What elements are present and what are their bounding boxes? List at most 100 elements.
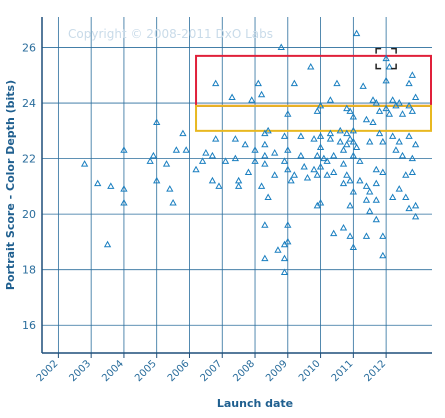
data-point bbox=[251, 146, 259, 153]
data-point bbox=[284, 165, 292, 173]
data-point bbox=[405, 101, 413, 109]
data-point bbox=[280, 254, 289, 262]
data-point bbox=[398, 110, 407, 117]
data-point bbox=[408, 168, 416, 176]
x-tick-label: 2002 bbox=[35, 358, 61, 384]
copyright-watermark: Copyright © 2008-2011 DxO Labs bbox=[68, 27, 273, 41]
data-point bbox=[313, 107, 321, 114]
y-axis-title: Portrait Score - Color Depth (bits) bbox=[4, 80, 17, 290]
data-point bbox=[320, 154, 328, 162]
data-point bbox=[349, 151, 357, 159]
data-point bbox=[369, 118, 377, 126]
data-point bbox=[372, 165, 380, 173]
data-point bbox=[169, 199, 177, 206]
x-tick-label: 2003 bbox=[68, 358, 94, 384]
data-point bbox=[346, 201, 354, 209]
data-point bbox=[310, 165, 318, 173]
data-point bbox=[408, 107, 416, 114]
data-point bbox=[375, 129, 384, 137]
data-point bbox=[231, 154, 240, 162]
data-point bbox=[316, 101, 325, 109]
data-point bbox=[395, 185, 403, 192]
data-point bbox=[372, 215, 380, 223]
selection-bracket-icon[interactable] bbox=[375, 47, 397, 70]
data-point bbox=[336, 126, 344, 134]
axes bbox=[41, 17, 432, 354]
data-point bbox=[352, 143, 361, 151]
x-tick-label: 2006 bbox=[166, 358, 192, 384]
data-point bbox=[405, 204, 413, 212]
x-tick-label: 2012 bbox=[362, 358, 388, 384]
data-point bbox=[274, 246, 282, 253]
data-point bbox=[408, 71, 416, 78]
data-point bbox=[208, 151, 217, 159]
data-point bbox=[379, 251, 387, 259]
x-tick-label: 2008 bbox=[231, 358, 257, 384]
data-point bbox=[162, 160, 171, 167]
selection-marker[interactable] bbox=[375, 47, 397, 70]
data-point bbox=[372, 196, 380, 203]
data-point bbox=[284, 146, 292, 153]
data-point bbox=[359, 82, 367, 89]
y-tick-label: 22 bbox=[22, 153, 36, 166]
data-point bbox=[411, 212, 420, 220]
data-point bbox=[362, 115, 371, 123]
x-tick-label: 2005 bbox=[133, 358, 159, 384]
data-point bbox=[346, 176, 354, 184]
data-point bbox=[379, 232, 387, 239]
data-point bbox=[234, 182, 243, 189]
data-point bbox=[346, 232, 354, 239]
data-point bbox=[379, 168, 387, 176]
data-point bbox=[372, 179, 380, 187]
data-point bbox=[405, 79, 413, 87]
data-point bbox=[323, 157, 331, 164]
data-point bbox=[398, 151, 407, 159]
data-point bbox=[212, 79, 220, 87]
data-point bbox=[248, 96, 256, 103]
data-point bbox=[372, 99, 380, 106]
data-point bbox=[330, 168, 338, 176]
x-tick-label: 2007 bbox=[199, 358, 225, 384]
data-point bbox=[313, 171, 321, 178]
data-point bbox=[382, 76, 390, 84]
data-point bbox=[244, 168, 253, 176]
x-tick-labels: 2002 2003 2004 2005 2006 2007 2008 2009 2010 2011… bbox=[35, 358, 389, 384]
data-point bbox=[343, 140, 351, 148]
data-point bbox=[366, 187, 374, 195]
data-point bbox=[330, 151, 338, 159]
data-point bbox=[362, 196, 371, 203]
data-point bbox=[356, 176, 364, 184]
data-point bbox=[382, 104, 390, 112]
data-point bbox=[375, 107, 384, 114]
data-point bbox=[179, 129, 187, 137]
data-point bbox=[392, 146, 400, 153]
data-point bbox=[277, 43, 285, 51]
x-axis-title: Launch date bbox=[217, 397, 293, 410]
data-point bbox=[307, 62, 315, 70]
data-point bbox=[303, 174, 312, 181]
data-point bbox=[339, 224, 348, 231]
data-point bbox=[343, 104, 351, 112]
data-point bbox=[251, 157, 259, 164]
highlight-regions bbox=[195, 54, 432, 132]
data-point bbox=[300, 162, 308, 170]
data-point bbox=[284, 221, 292, 228]
x-tick-label: 2009 bbox=[264, 358, 290, 384]
data-point bbox=[356, 157, 364, 164]
data-point bbox=[254, 79, 262, 87]
data-point bbox=[362, 232, 371, 239]
data-point bbox=[231, 135, 240, 142]
data-point bbox=[103, 240, 112, 248]
data-point bbox=[411, 201, 420, 209]
data-point bbox=[349, 187, 357, 195]
data-point bbox=[339, 146, 348, 153]
data-point bbox=[120, 185, 128, 192]
data-point bbox=[313, 151, 321, 159]
data-point bbox=[402, 171, 410, 178]
data-point bbox=[261, 254, 269, 262]
data-point bbox=[411, 93, 420, 101]
data-point bbox=[389, 193, 397, 200]
data-point bbox=[261, 160, 269, 167]
x-tick-label: 2011 bbox=[330, 358, 356, 384]
yellow-region bbox=[195, 104, 432, 132]
